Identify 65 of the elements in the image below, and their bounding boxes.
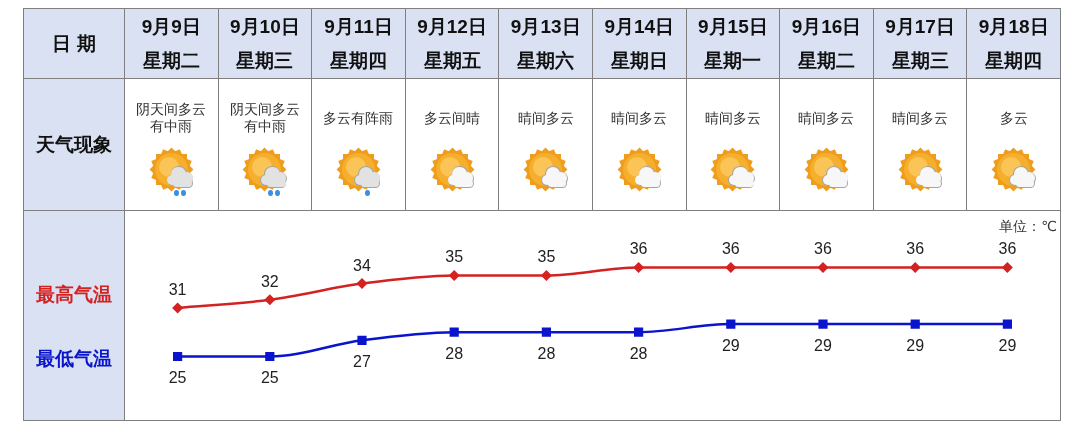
data-label: 36: [629, 240, 648, 258]
data-label: 36: [721, 240, 740, 258]
data-label: 27: [353, 353, 371, 371]
x-tick-label: 9月17日星期三: [884, 15, 956, 73]
text: 晴间多云: [892, 109, 949, 127]
x-tick-label: 9月15日星期一: [697, 15, 769, 73]
data-label: 29: [906, 337, 925, 355]
point: [448, 269, 460, 281]
text: 晴间多云: [704, 109, 761, 127]
x-tick-label: 9月18日星期四: [977, 15, 1050, 73]
point: [449, 327, 459, 337]
text: 最低气温: [36, 347, 112, 372]
point: [173, 351, 183, 362]
point: [265, 351, 275, 362]
data-label: 28: [537, 345, 556, 363]
data-label: 28: [629, 345, 648, 363]
x-tick-label: 9月10日星期三: [229, 15, 301, 73]
data-label: 31: [168, 280, 187, 298]
text: 阴天间多云有中雨: [228, 101, 301, 135]
text: 多云有阵雨: [323, 109, 394, 127]
text: 最高气温: [36, 282, 112, 307]
point: [817, 261, 829, 273]
data-label: 25: [168, 369, 187, 387]
data-label: 36: [814, 240, 832, 258]
point: [357, 335, 367, 345]
point: [725, 261, 737, 273]
point: [818, 319, 828, 329]
point: [1002, 319, 1012, 329]
x-axis-title: 日 期: [52, 32, 96, 56]
x-tick-label: 9月16日星期二: [790, 15, 863, 73]
point: [909, 261, 921, 273]
data-label: 29: [721, 337, 740, 355]
data-label: 35: [445, 248, 464, 266]
data-label: 32: [260, 272, 279, 290]
data-label: 29: [814, 337, 832, 355]
data-label: 36: [906, 240, 925, 258]
x-tick-label: 9月12日星期五: [416, 15, 488, 73]
text: 阴天间多云有中雨: [135, 101, 208, 135]
point: [541, 327, 551, 337]
point: [1001, 261, 1013, 273]
x-tick-label: 9月11日星期四: [323, 15, 394, 73]
text: 晴间多云: [798, 109, 855, 127]
text: 多云: [999, 109, 1028, 127]
x-tick-label: 9月14日星期日: [603, 15, 676, 73]
point: [633, 261, 645, 273]
data-label: 35: [537, 248, 556, 266]
data-label: 34: [353, 256, 371, 274]
data-label: 28: [445, 345, 464, 363]
x-tick-label: 9月9日星期二: [140, 15, 202, 73]
point: [910, 319, 920, 329]
point: [264, 294, 276, 306]
data-label: 29: [998, 337, 1017, 355]
point: [634, 327, 644, 337]
point: [540, 269, 552, 281]
text: 天气现象: [36, 133, 112, 157]
point: [726, 319, 736, 329]
text: 单位：℃: [999, 218, 1057, 236]
data-label: 25: [260, 369, 279, 387]
text: 晴间多云: [611, 109, 668, 127]
text: 多云间晴: [424, 109, 481, 127]
point: [172, 302, 184, 314]
data-label: 36: [998, 240, 1017, 258]
x-tick-label: 9月13日星期六: [509, 15, 582, 73]
text: 晴间多云: [517, 109, 574, 127]
point: [356, 278, 368, 290]
